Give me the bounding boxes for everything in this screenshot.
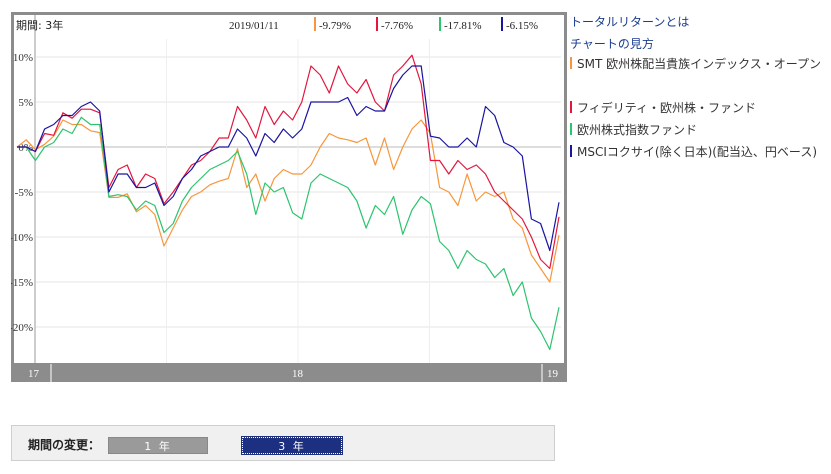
chart-guide-link[interactable]: チャートの見方 [570,37,654,51]
y-tick-label: -20% [11,322,33,334]
x-tick-label: 17 [28,368,40,380]
legend-swatch [570,145,572,157]
legend-label: フィデリティ・欧州株・ファンド [577,101,757,115]
total-return-help-link[interactable]: トータルリターンとは [570,15,690,29]
legend-swatch [570,101,572,113]
date-label: 2019/01/11 [229,20,279,32]
period-3y-button[interactable]: 3 年 [241,436,343,455]
period-header-label: 期間: 3年 [16,18,63,32]
series-latest-value: -6.15% [506,20,538,32]
period-label: 期間の変更： [28,438,101,452]
chart-svg: 10%5%0%-5%-10%-15%-20%期間: 3年 2019/01/11 -9… [11,15,567,382]
legend-label: MSCIコクサイ(除く日本)(配当込、円ベース) [577,145,818,159]
legend-label: SMT 欧州株配当貴族インデックス・オープン [577,57,822,71]
x-tick-label: 18 [292,368,304,380]
legend-item-smt: SMT 欧州株配当貴族インデックス・オープン [570,56,828,72]
series-latest-value: -9.79% [319,20,351,32]
chart-frame: 10% 5% 0% -5% -10% -15% -20% 期間: 3年 2019/01/11 -9… [11,12,567,382]
legend-item-fidelity: フィデリティ・欧州株・ファンド [570,100,828,116]
series-value-marker [376,17,378,31]
legend-swatch [570,57,572,69]
legend-label: 欧州株式指数ファンド [577,123,698,137]
legend-item-europe-index: 欧州株式指数ファンド [570,122,828,138]
x-tick-label: 19 [547,368,559,380]
plot-area [14,15,564,363]
series-value-marker [501,17,503,31]
y-tick-label: 10% [13,52,33,64]
x-axis-bar [11,364,567,382]
period-selector: 期間の変更： 1 年 3 年 [11,425,555,461]
y-tick-label: -15% [11,277,33,289]
period-1y-button[interactable]: 1 年 [108,437,208,454]
legend-swatch [570,123,572,135]
series-value-marker [314,17,316,31]
series-value-marker [439,17,441,31]
y-tick-label: -10% [11,232,33,244]
legend-item-msci: MSCIコクサイ(除く日本)(配当込、円ベース) [570,144,828,160]
series-line [17,116,560,351]
y-tick-label: 5% [18,97,33,109]
series-latest-value: -7.76% [381,20,413,32]
y-tick-label: -5% [15,187,33,199]
series-line [17,65,560,252]
series-latest-value: -17.81% [444,20,482,32]
